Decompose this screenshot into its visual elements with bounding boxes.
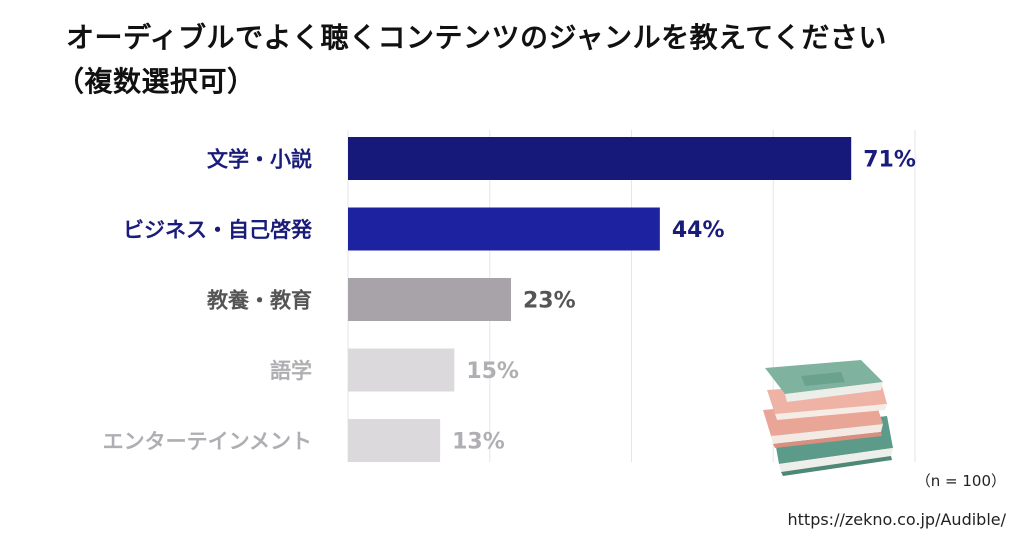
value-label-1: 44%: [672, 218, 725, 243]
value-label-3: 15%: [466, 359, 519, 384]
category-label-2: 教養・教育: [207, 289, 312, 313]
title-line-1: オーディブルでよく聴くコンテンツのジャンルを教えてください: [66, 21, 887, 54]
bar-2: [348, 278, 512, 321]
sample-size-note: （n = 100）: [915, 472, 1006, 490]
bar-1: [348, 207, 660, 251]
book-top-icon: [765, 360, 883, 402]
category-label-3: 語学: [270, 359, 312, 383]
bar-4: [348, 419, 441, 462]
category-label-4: エンターテインメント: [103, 430, 312, 454]
bar-3: [348, 348, 455, 392]
value-label-2: 23%: [523, 289, 576, 314]
title-line-2: （複数選択可）: [56, 65, 256, 98]
book-stack-illustration: [763, 360, 893, 476]
chart-title: オーディブルでよく聴くコンテンツのジャンルを教えてください （複数選択可）: [56, 16, 1006, 104]
category-label-0: 文学・小説: [207, 148, 312, 172]
value-label-4: 13%: [452, 430, 505, 455]
category-label-1: ビジネス・自己啓発: [123, 218, 313, 242]
value-label-0: 71%: [863, 148, 916, 173]
source-url: https://zekno.co.jp/Audible/: [787, 510, 1007, 529]
bar-0: [348, 137, 852, 180]
